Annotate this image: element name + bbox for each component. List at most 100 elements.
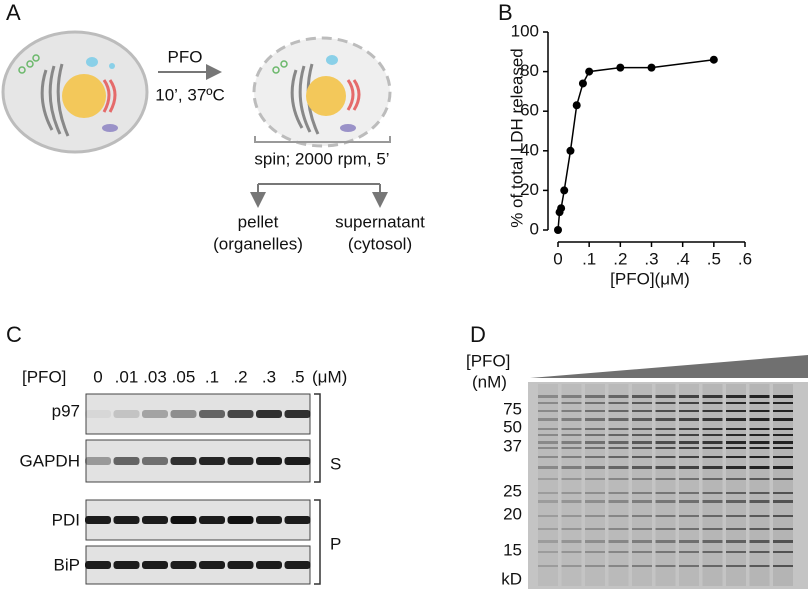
gel-band <box>726 428 746 430</box>
gel-band <box>608 500 629 503</box>
gel-band <box>679 428 699 430</box>
row-label: PDI <box>52 510 80 529</box>
gel-band <box>702 466 723 469</box>
gel-band <box>726 500 746 503</box>
gel-band <box>632 418 652 421</box>
gel-band <box>538 565 558 567</box>
gel-band <box>608 418 629 421</box>
gel-band <box>749 402 770 404</box>
gel-band <box>679 540 699 543</box>
band <box>142 410 168 418</box>
band <box>113 410 140 418</box>
gel-band <box>585 515 605 517</box>
gel-band <box>561 441 582 444</box>
gel-band <box>726 466 746 469</box>
gel-band <box>538 540 558 543</box>
gel-band <box>773 478 793 480</box>
gel-band <box>561 540 582 543</box>
data-point <box>572 101 581 110</box>
gel-band <box>679 434 699 436</box>
gel-band <box>632 551 652 553</box>
data-point <box>560 186 569 195</box>
lane <box>561 384 582 586</box>
gel-band <box>773 447 793 449</box>
gel-band <box>679 478 699 480</box>
marker-unit: kD <box>501 569 522 588</box>
gel-band <box>679 402 699 404</box>
gel-band <box>655 428 676 430</box>
gel-band <box>726 441 746 444</box>
gel-band <box>726 515 746 517</box>
gel-band <box>749 456 770 458</box>
gel-band <box>538 447 558 449</box>
gel-band <box>679 515 699 517</box>
gel-band <box>538 478 558 480</box>
band <box>227 516 254 524</box>
data-point <box>566 146 575 155</box>
gel-band <box>773 500 793 503</box>
band <box>170 561 197 569</box>
x-tick-label: .2 <box>613 249 627 268</box>
gel-band <box>726 540 746 543</box>
marker-label: 75 <box>503 399 522 418</box>
gel-band <box>679 447 699 449</box>
gel-band <box>632 466 652 469</box>
gel-band <box>561 500 582 503</box>
spin: spin; 2000 rpm, 5’ <box>254 149 389 168</box>
gel-band <box>538 441 558 444</box>
gel-band <box>773 565 793 567</box>
gel-band <box>632 515 652 517</box>
gel-band <box>726 447 746 449</box>
lane <box>726 384 746 586</box>
gel-band <box>702 551 723 553</box>
gel-band <box>632 492 652 494</box>
gel-band <box>655 456 676 458</box>
gel-band <box>702 418 723 421</box>
gel-band <box>632 434 652 436</box>
gel-band <box>702 410 723 412</box>
group-label: S <box>330 454 341 473</box>
band <box>199 410 225 418</box>
row-label: GAPDH <box>20 451 80 470</box>
lane-label: .03 <box>143 367 167 386</box>
x-tick-label: .4 <box>676 249 690 268</box>
output-detail: (cytosol) <box>348 234 412 253</box>
gel-band <box>655 402 676 404</box>
gel-band <box>538 492 558 494</box>
band <box>256 516 282 524</box>
row-label: BiP <box>54 555 80 574</box>
panel-label: C <box>6 322 22 347</box>
gel-band <box>655 540 676 543</box>
header: [PFO] <box>22 367 66 386</box>
gel-band <box>632 428 652 430</box>
gel-band <box>702 402 723 404</box>
gel-band <box>655 447 676 449</box>
gel-band <box>538 402 558 404</box>
band <box>142 516 168 524</box>
gel-band <box>726 434 746 436</box>
gel-band <box>702 492 723 494</box>
gel-band <box>655 565 676 567</box>
gel-band <box>773 418 793 421</box>
group-label: P <box>330 534 341 553</box>
y-tick-label: 0 <box>530 219 539 238</box>
gel-band <box>655 418 676 421</box>
data-point <box>554 226 562 234</box>
band <box>284 457 311 465</box>
band <box>199 561 225 569</box>
gel-band <box>749 500 770 503</box>
gel-band <box>702 515 723 517</box>
marker-label: 15 <box>503 540 522 559</box>
gel-band <box>585 447 605 449</box>
gel-band <box>585 456 605 458</box>
gel-band <box>608 540 629 543</box>
gel-band <box>608 515 629 517</box>
gel-band <box>749 528 770 530</box>
gel-band <box>679 466 699 469</box>
data-point <box>647 63 656 72</box>
band <box>85 410 111 418</box>
data-point <box>578 79 587 88</box>
output-name: supernatant <box>335 212 425 231</box>
gel-band <box>655 434 676 436</box>
